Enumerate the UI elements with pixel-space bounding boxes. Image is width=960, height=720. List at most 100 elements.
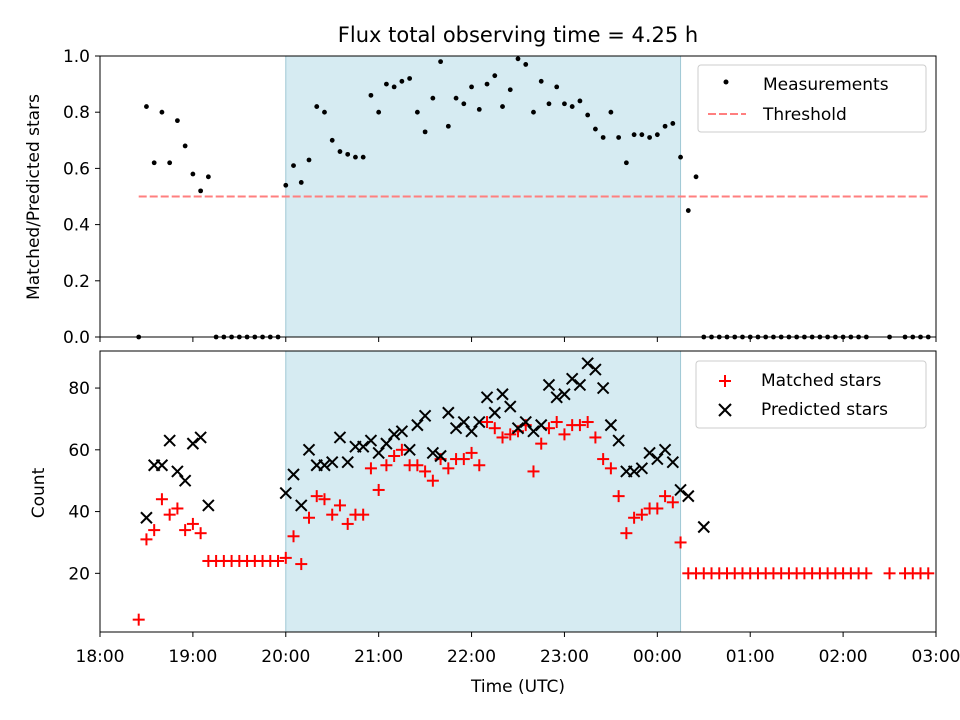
measurement-point: [507, 87, 513, 93]
measurement-point: [337, 149, 343, 154]
matched-star-point: [597, 453, 610, 466]
bottom-axes-frame: [99, 350, 937, 633]
legend-measurements-label: Measurements: [763, 75, 889, 95]
matched-star-point: [279, 551, 292, 564]
measurement-point: [523, 62, 529, 67]
measurement-point: [445, 123, 451, 129]
predicted-star-point: [449, 421, 463, 435]
matched-star-point: [295, 558, 308, 571]
matched-star-point: [380, 459, 393, 472]
predicted-star-point: [387, 428, 401, 441]
bottom-x-axis: 18:00 19:00 20:00 21:00 22:00 23:00 00:00 01:00…: [76, 632, 960, 667]
matched-star-point: [860, 567, 873, 580]
measurement-point: [384, 81, 389, 87]
measurement-point: [461, 101, 467, 107]
matched-star-point: [148, 524, 161, 537]
measurement-point: [144, 104, 149, 109]
measurement-point: [453, 95, 459, 101]
measurement-point: [647, 135, 652, 140]
measurement-point: [531, 109, 536, 115]
predicted-star-point: [682, 489, 695, 503]
predicted-star-point: [596, 381, 610, 395]
bottom-y-tick-label: 80: [68, 379, 90, 399]
measurement-point: [306, 157, 312, 163]
predicted-star-point: [411, 418, 424, 432]
measurement-point: [639, 132, 645, 138]
predicted-star-point: [542, 378, 556, 392]
predicted-star-point: [558, 388, 571, 401]
top-y-tick-label: 0.6: [63, 159, 90, 179]
measurement-point: [368, 92, 374, 98]
predicted-star-point: [364, 434, 378, 447]
predicted-star-point: [504, 400, 517, 413]
predicted-star-point: [627, 465, 641, 478]
predicted-star-point: [496, 388, 509, 401]
matched-star-point: [426, 474, 439, 487]
predicted-star-point: [535, 418, 548, 432]
predicted-star-point: [395, 425, 409, 438]
bottom-x-tick-label: 00:00: [633, 647, 682, 667]
predicted-star-point: [333, 431, 347, 444]
bottom-shaded-span: [285, 350, 682, 633]
measurement-point: [322, 109, 327, 115]
predicted-star-point: [279, 486, 292, 500]
measurement-point: [562, 101, 567, 107]
predicted-star-point: [565, 372, 579, 385]
matched-star-point: [326, 508, 339, 521]
predicted-star-point: [295, 499, 308, 512]
matched-star-point: [388, 449, 401, 462]
bottom-x-tick-label: 01:00: [726, 647, 775, 667]
top-y-tick-label: 0.2: [63, 272, 90, 292]
bottom-y-axis-label: Count: [29, 467, 49, 518]
measurement-point: [662, 123, 668, 129]
measurement-point: [414, 109, 420, 115]
legend-predicted-marker: [718, 403, 732, 417]
predicted-star-point: [651, 452, 664, 466]
measurement-point: [151, 160, 157, 166]
top-y-tick-label: 0.4: [63, 216, 90, 236]
measurement-point: [577, 98, 583, 104]
matched-star-point: [357, 508, 370, 521]
predicted-star-point: [604, 418, 618, 432]
predicted-star-point: [573, 378, 587, 392]
predicted-star-point: [178, 474, 192, 487]
measurement-point: [329, 137, 335, 143]
matched-star-point: [303, 511, 315, 524]
predicted-star-point: [372, 446, 385, 460]
bottom-y-tick-label: 40: [68, 503, 90, 523]
matched-star-point: [659, 490, 672, 503]
predicted-star-point: [550, 391, 563, 404]
matched-star-point: [411, 459, 424, 472]
predicted-star-point: [674, 483, 687, 497]
measurement-point: [492, 73, 498, 79]
legend-predicted-label: Predicted stars: [761, 400, 888, 420]
measurement-point: [623, 160, 629, 166]
top-axes-frame: [99, 55, 937, 338]
predicted-star-point: [302, 443, 316, 457]
measurement-point: [345, 151, 351, 157]
matched-star-point: [364, 462, 377, 475]
measurement-point: [500, 104, 505, 109]
matched-star-point: [287, 530, 300, 543]
measurement-point: [314, 104, 320, 109]
measurement-point: [376, 109, 382, 115]
bottom-x-tick-label: 02:00: [819, 647, 868, 667]
legend-matched-label: Matched stars: [761, 371, 881, 391]
top-legend-box: [697, 64, 927, 133]
matched-star-point: [496, 431, 509, 444]
matched-star-point: [620, 527, 633, 540]
measurement-point: [198, 188, 204, 194]
measurement-point: [291, 163, 296, 168]
predicted-star-point: [380, 437, 393, 450]
matched-star-point: [395, 443, 408, 456]
predicted-star-point: [643, 446, 656, 460]
predicted-star-point: [318, 459, 331, 472]
predicted-star-point: [418, 409, 432, 423]
measurement-point: [167, 160, 173, 166]
bottom-x-tick-label: 19:00: [168, 647, 217, 667]
top-y-tick-label: 0.8: [63, 103, 90, 123]
bottom-plot-area: [132, 357, 935, 626]
measurement-point: [430, 95, 436, 101]
matched-star-point: [140, 533, 153, 546]
measurement-point: [205, 174, 211, 180]
